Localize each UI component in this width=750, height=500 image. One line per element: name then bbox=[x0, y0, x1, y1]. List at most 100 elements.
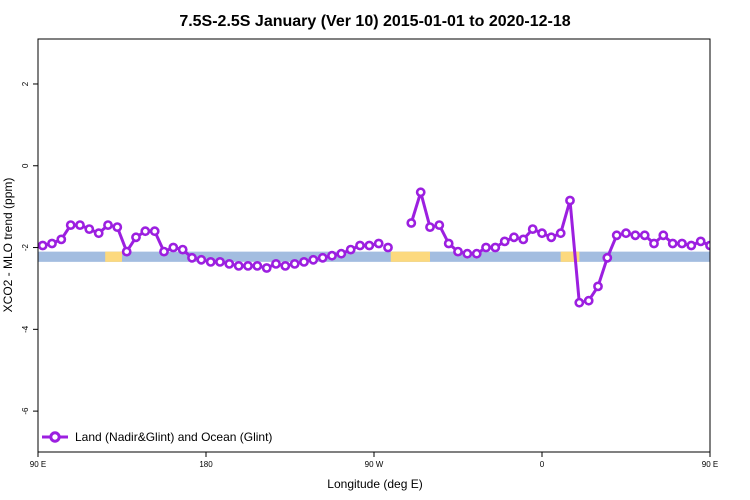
x-tick-label: 0 bbox=[540, 460, 545, 469]
data-point bbox=[224, 258, 235, 269]
y-axis-label: XCO2 - MLO trend (ppm) bbox=[1, 178, 15, 313]
data-series bbox=[38, 187, 750, 308]
legend-marker-swatch bbox=[49, 431, 61, 443]
data-point bbox=[611, 230, 622, 241]
data-point bbox=[639, 230, 650, 241]
data-point bbox=[695, 236, 706, 247]
surface-band bbox=[38, 251, 744, 262]
data-point bbox=[271, 258, 281, 269]
data-point bbox=[121, 246, 132, 257]
ocean-band bbox=[38, 251, 710, 262]
data-point bbox=[355, 240, 365, 251]
data-point bbox=[84, 224, 95, 234]
data-point bbox=[243, 260, 253, 271]
data-point bbox=[415, 187, 426, 198]
data-point bbox=[103, 220, 113, 230]
data-point bbox=[299, 256, 309, 267]
data-point bbox=[546, 232, 557, 243]
data-point bbox=[527, 224, 538, 234]
data-point bbox=[317, 252, 328, 263]
data-point bbox=[509, 232, 519, 243]
x-axis-label: Longitude (deg E) bbox=[327, 477, 422, 491]
data-point bbox=[565, 195, 575, 206]
data-point bbox=[621, 228, 631, 239]
y-tick-label: -4 bbox=[21, 325, 30, 333]
data-point bbox=[187, 252, 197, 263]
data-point bbox=[364, 240, 375, 251]
data-point bbox=[47, 238, 57, 249]
data-point bbox=[602, 252, 613, 263]
data-point bbox=[453, 246, 463, 257]
data-point bbox=[215, 256, 225, 267]
x-axis: 90 E 180 90 W 0 90 E bbox=[30, 452, 718, 469]
data-point bbox=[677, 238, 687, 249]
data-point bbox=[336, 248, 347, 259]
data-point bbox=[252, 260, 263, 271]
data-point bbox=[593, 281, 603, 292]
data-point bbox=[149, 226, 160, 237]
chart-title: 7.5S-2.5S January (Ver 10) 2015-01-01 to… bbox=[179, 13, 570, 30]
series-line bbox=[409, 190, 710, 305]
data-point bbox=[177, 244, 188, 255]
data-point bbox=[734, 222, 741, 229]
data-point bbox=[518, 234, 529, 245]
x-tick-label: 90 E bbox=[30, 460, 46, 469]
data-point bbox=[56, 234, 67, 245]
legend: Land (Nadir&Glint) and Ocean (Glint) bbox=[42, 430, 272, 444]
data-point bbox=[112, 222, 123, 232]
data-point bbox=[75, 220, 85, 230]
data-point bbox=[434, 220, 445, 230]
data-point bbox=[233, 260, 244, 271]
data-point bbox=[261, 263, 272, 273]
data-point bbox=[716, 240, 723, 247]
y-tick-label: -2 bbox=[21, 243, 30, 251]
land-band-segment bbox=[105, 251, 122, 262]
land-band-segment bbox=[560, 251, 580, 262]
data-point bbox=[406, 218, 417, 228]
data-point bbox=[583, 295, 594, 306]
data-point bbox=[744, 222, 750, 229]
data-point bbox=[196, 254, 207, 265]
land-band-segment bbox=[727, 252, 744, 262]
data-point bbox=[168, 242, 179, 253]
data-point bbox=[425, 222, 435, 232]
data-point bbox=[159, 246, 169, 257]
data-point bbox=[65, 220, 76, 230]
data-point bbox=[443, 238, 454, 249]
data-point bbox=[373, 238, 384, 249]
data-point bbox=[705, 240, 710, 251]
y-axis: 2 0 -2 -4 -6 bbox=[21, 81, 38, 415]
data-point bbox=[308, 254, 319, 265]
data-point bbox=[686, 240, 697, 251]
data-point bbox=[555, 228, 566, 239]
data-point bbox=[499, 236, 510, 247]
data-point bbox=[725, 236, 732, 243]
y-tick-label: -6 bbox=[21, 407, 30, 415]
data-point bbox=[667, 238, 678, 249]
data-point bbox=[471, 248, 482, 259]
data-point bbox=[345, 244, 356, 255]
data-point bbox=[537, 228, 547, 239]
data-point bbox=[658, 230, 669, 241]
data-point bbox=[280, 260, 291, 271]
data-point bbox=[649, 238, 659, 249]
data-point bbox=[140, 226, 151, 237]
legend-label: Land (Nadir&Glint) and Ocean (Glint) bbox=[75, 430, 272, 444]
data-point bbox=[289, 258, 300, 269]
data-point bbox=[383, 242, 393, 253]
x-tick-label: 180 bbox=[199, 460, 213, 469]
data-point bbox=[93, 228, 104, 239]
y-tick-label: 0 bbox=[21, 163, 30, 168]
y-tick-label: 2 bbox=[21, 81, 30, 86]
data-point bbox=[327, 250, 337, 261]
data-point bbox=[630, 230, 641, 241]
data-point bbox=[131, 232, 141, 243]
data-point bbox=[462, 248, 473, 259]
x-tick-label: 90 E bbox=[702, 460, 718, 469]
data-point bbox=[205, 256, 216, 267]
data-point bbox=[490, 242, 501, 253]
land-band-segment bbox=[390, 251, 430, 262]
x-tick-label: 90 W bbox=[365, 460, 384, 469]
data-point bbox=[574, 297, 585, 308]
